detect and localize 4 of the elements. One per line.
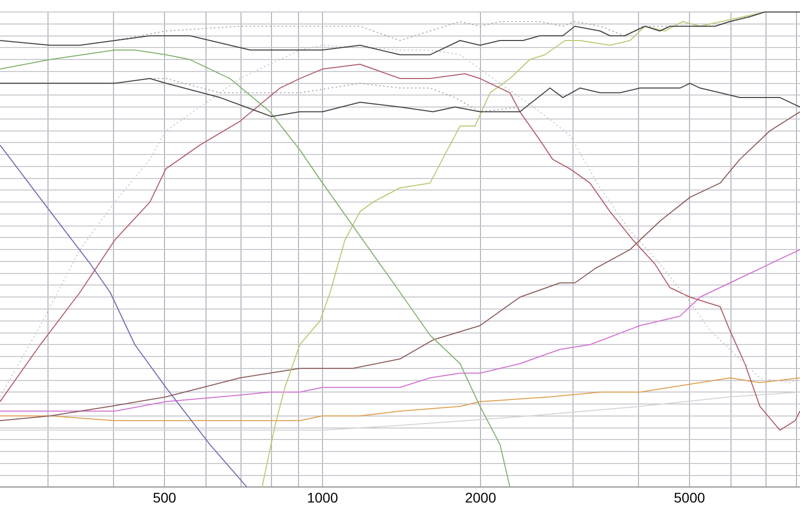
x-tick-label: 5000 xyxy=(674,489,706,506)
x-tick-label: 2000 xyxy=(464,489,496,506)
x-tick-label: 500 xyxy=(152,489,176,506)
x-tick-label: 1000 xyxy=(306,489,338,506)
